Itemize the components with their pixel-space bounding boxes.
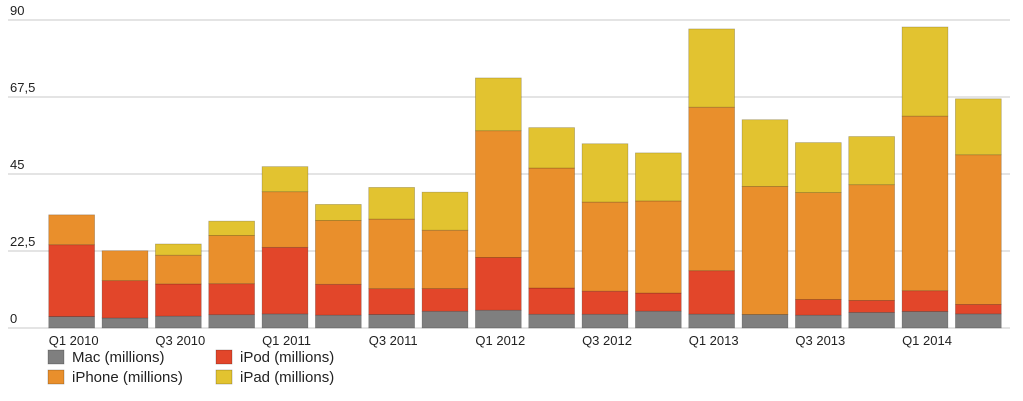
bar-segment: [688, 270, 735, 315]
legend-label: Mac (millions): [72, 349, 165, 366]
bar-segment: [901, 290, 949, 312]
bar-segment: [901, 115, 949, 292]
bar-segment: [795, 192, 842, 300]
bar-segment: [261, 313, 309, 329]
bar-segment: [475, 257, 522, 311]
bar-segment: [688, 106, 735, 272]
legend-label: iPad (millions): [240, 369, 334, 386]
x-tick-label: Q1 2012: [475, 333, 525, 348]
bar-segment: [421, 191, 469, 231]
bar-segment: [208, 220, 255, 236]
bar-segment: [208, 235, 255, 285]
bar-segment: [848, 312, 895, 329]
bar-segment: [48, 316, 95, 329]
bar-segment: [48, 214, 95, 246]
bar-segment: [421, 229, 469, 289]
x-tick-label: Q3 2013: [795, 333, 845, 348]
y-tick-label: 22,5: [10, 234, 35, 249]
y-tick-label: 0: [10, 311, 17, 326]
bar-segment: [368, 288, 415, 315]
bar-segment: [101, 317, 149, 329]
bar-segment: [368, 187, 415, 220]
legend-swatch: [47, 349, 65, 365]
bar-segment: [155, 243, 202, 256]
bar-segment: [208, 314, 255, 329]
x-tick-label: Q1 2010: [49, 333, 99, 348]
bar-segment: [528, 127, 575, 169]
bar-segment: [475, 309, 522, 329]
bar-segment: [635, 292, 682, 312]
y-tick-label: 67,5: [10, 80, 35, 95]
bar-segment: [315, 220, 362, 285]
bar-segment: [635, 310, 682, 329]
bar-segment: [635, 200, 682, 294]
bar-segment: [421, 310, 469, 329]
bar-segment: [581, 143, 629, 203]
bar-segment: [368, 314, 415, 329]
bar-segment: [635, 152, 682, 202]
bar-segment: [955, 98, 1002, 156]
bar-segment: [315, 204, 362, 221]
bar-segment: [421, 288, 469, 312]
legend-swatch: [215, 349, 233, 365]
bar-segment: [901, 311, 949, 329]
bar-segment: [261, 166, 309, 193]
bar-segment: [848, 184, 895, 301]
bar-segment: [475, 77, 522, 132]
bar-segment: [795, 142, 842, 193]
bar-segment: [155, 283, 202, 317]
bar-segment: [101, 280, 149, 319]
bar-segment: [741, 314, 789, 329]
bar-segment: [261, 191, 309, 248]
legend-swatch: [215, 369, 233, 385]
bar-segment: [688, 28, 735, 108]
y-tick-label: 90: [10, 3, 24, 18]
bar-segment: [955, 313, 1002, 329]
bar-segment: [528, 313, 575, 329]
bar-segment: [901, 26, 949, 117]
legend-swatch: [47, 369, 65, 385]
legend-label: iPhone (millions): [72, 369, 183, 386]
bar-segment: [101, 250, 149, 282]
bar-segment: [581, 313, 629, 329]
bar-segment: [315, 314, 362, 329]
x-tick-label: Q3 2010: [155, 333, 205, 348]
x-tick-label: Q3 2011: [369, 333, 418, 348]
y-tick-label: 45: [10, 157, 24, 172]
bar-segment: [581, 290, 629, 315]
bar-segment: [528, 287, 575, 315]
bar-segment: [368, 218, 415, 290]
bar-segment: [48, 244, 95, 317]
bar-segment: [955, 304, 1002, 315]
bar-segment: [475, 130, 522, 258]
bar-segment: [528, 167, 575, 289]
x-tick-label: Q1 2013: [689, 333, 739, 348]
bar-segment: [741, 119, 789, 187]
bar-segment: [688, 313, 735, 329]
bar-segment: [208, 283, 255, 316]
bar-segment: [795, 314, 842, 329]
bar-segment: [155, 315, 202, 329]
bar-segment: [581, 201, 629, 292]
x-tick-label: Q3 2012: [582, 333, 632, 348]
bar-segment: [155, 254, 202, 285]
bar-segment: [741, 186, 789, 315]
bar-segment: [315, 283, 362, 316]
x-tick-label: Q1 2011: [262, 333, 311, 348]
bar-segment: [848, 300, 895, 313]
bar-segment: [955, 154, 1002, 305]
legend-label: iPod (millions): [240, 349, 334, 366]
x-tick-label: Q1 2014: [902, 333, 952, 348]
bar-segment: [261, 246, 309, 315]
bar-segment: [795, 299, 842, 316]
bar-segment: [848, 136, 895, 186]
